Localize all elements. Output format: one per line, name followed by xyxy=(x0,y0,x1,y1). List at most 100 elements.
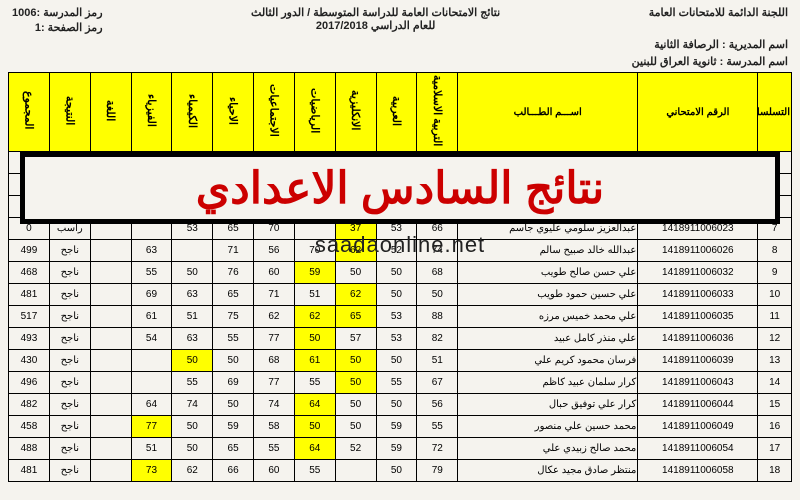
cell xyxy=(90,372,131,394)
col-header: المجموع xyxy=(9,73,50,152)
col-header: الاجتماعيات xyxy=(254,73,295,152)
cell: 55 xyxy=(417,416,458,438)
cell: 68 xyxy=(254,350,295,372)
school-name: اسم المدرسة : ثانوية العراق للبنين xyxy=(632,55,788,68)
cell: 58 xyxy=(254,416,295,438)
header-center: نتائج الامتحانات العامة للدراسة المتوسطة… xyxy=(251,6,500,34)
cell: 63 xyxy=(172,328,213,350)
cell: 50 xyxy=(376,284,417,306)
col-header: الاحياء xyxy=(213,73,254,152)
cell: علي حسن صالح طويب xyxy=(458,262,638,284)
cell: 50 xyxy=(213,394,254,416)
cell: منتظر صادق مجيد عكال xyxy=(458,460,638,482)
cell: ناجح xyxy=(49,306,90,328)
cell xyxy=(335,460,376,482)
col-header: اللغة xyxy=(90,73,131,152)
cell: 55 xyxy=(294,372,335,394)
cell: 482 xyxy=(9,394,50,416)
cell: 64 xyxy=(294,394,335,416)
cell: 62 xyxy=(254,306,295,328)
cell xyxy=(90,328,131,350)
cell: 517 xyxy=(9,306,50,328)
directorate: اسم المديرية : الرصافة الثانية xyxy=(654,38,788,51)
cell: 62 xyxy=(294,306,335,328)
cell: 53 xyxy=(376,328,417,350)
cell: 50 xyxy=(335,394,376,416)
cell: 65 xyxy=(213,438,254,460)
header-right: اللجنة الدائمة للامتحانات العامة xyxy=(649,6,788,34)
col-header: التسلسل xyxy=(758,73,792,152)
cell: ناجح xyxy=(49,372,90,394)
cell: 493 xyxy=(9,328,50,350)
committee-label: اللجنة الدائمة للامتحانات العامة xyxy=(649,6,788,19)
cell: 63 xyxy=(172,284,213,306)
cell: 55 xyxy=(213,328,254,350)
cell: 88 xyxy=(417,306,458,328)
cell: 60 xyxy=(254,460,295,482)
col-header: الفيزياء xyxy=(131,73,172,152)
cell: 13 xyxy=(758,350,792,372)
overlay-title: نتائج السادس الاعدادي xyxy=(20,152,780,224)
cell: 11 xyxy=(758,306,792,328)
cell: 17 xyxy=(758,438,792,460)
cell: ناجح xyxy=(49,328,90,350)
cell: 14 xyxy=(758,372,792,394)
cell xyxy=(90,262,131,284)
cell: 61 xyxy=(131,306,172,328)
cell: فرسان محمود كريم علي xyxy=(458,350,638,372)
cell xyxy=(90,416,131,438)
cell: 50 xyxy=(335,416,376,438)
cell: كرار علي توفيق حبال xyxy=(458,394,638,416)
cell: 1418911006032 xyxy=(638,262,758,284)
cell: 50 xyxy=(213,350,254,372)
table-row: 91418911006032علي حسن صالح طويب685050596… xyxy=(9,262,792,284)
cell: 65 xyxy=(335,306,376,328)
cell: 77 xyxy=(131,416,172,438)
col-header: التربية الاسلامية xyxy=(417,73,458,152)
cell: 61 xyxy=(294,350,335,372)
cell: ناجح xyxy=(49,394,90,416)
cell: 1418911006044 xyxy=(638,394,758,416)
cell: 53 xyxy=(376,306,417,328)
cell: 50 xyxy=(172,262,213,284)
cell: 55 xyxy=(131,262,172,284)
cell: 72 xyxy=(417,438,458,460)
cell xyxy=(90,284,131,306)
col-header: الكيمياء xyxy=(172,73,213,152)
cell: 50 xyxy=(172,438,213,460)
cell xyxy=(90,240,131,262)
cell: 77 xyxy=(254,372,295,394)
col-header: اســـم الطـــالب xyxy=(458,73,638,152)
cell: 50 xyxy=(335,372,376,394)
cell: 76 xyxy=(213,262,254,284)
cell: 499 xyxy=(9,240,50,262)
cell: 8 xyxy=(758,240,792,262)
cell: 82 xyxy=(417,328,458,350)
cell: 77 xyxy=(254,328,295,350)
cell: 79 xyxy=(417,460,458,482)
cell: 488 xyxy=(9,438,50,460)
cell: 9 xyxy=(758,262,792,284)
table-head: التسلسلالرقم الامتحانياســـم الطـــالبال… xyxy=(9,73,792,152)
cell: 75 xyxy=(213,306,254,328)
cell: 71 xyxy=(213,240,254,262)
cell: 73 xyxy=(131,460,172,482)
cell: 55 xyxy=(294,460,335,482)
cell: 430 xyxy=(9,350,50,372)
sub-header-2: اسم المدرسة : ثانوية العراق للبنين xyxy=(0,55,800,72)
cell: 468 xyxy=(9,262,50,284)
cell: 62 xyxy=(172,460,213,482)
cell: 10 xyxy=(758,284,792,306)
table-row: 131418911006039فرسان محمود كريم علي51505… xyxy=(9,350,792,372)
cell: 15 xyxy=(758,394,792,416)
cell: 1418911006035 xyxy=(638,306,758,328)
header-row: التسلسلالرقم الامتحانياســـم الطـــالبال… xyxy=(9,73,792,152)
cell: محمد صالح زبيدي علي xyxy=(458,438,638,460)
table-row: 141418911006043كرار سلمان عبيد كاظم67555… xyxy=(9,372,792,394)
title-line1: نتائج الامتحانات العامة للدراسة المتوسطة… xyxy=(251,6,500,19)
cell: 50 xyxy=(417,284,458,306)
cell: علي منذر كامل عبيد xyxy=(458,328,638,350)
cell: 1418911006033 xyxy=(638,284,758,306)
cell: علي محمد خميس مرزه xyxy=(458,306,638,328)
cell: 57 xyxy=(335,328,376,350)
